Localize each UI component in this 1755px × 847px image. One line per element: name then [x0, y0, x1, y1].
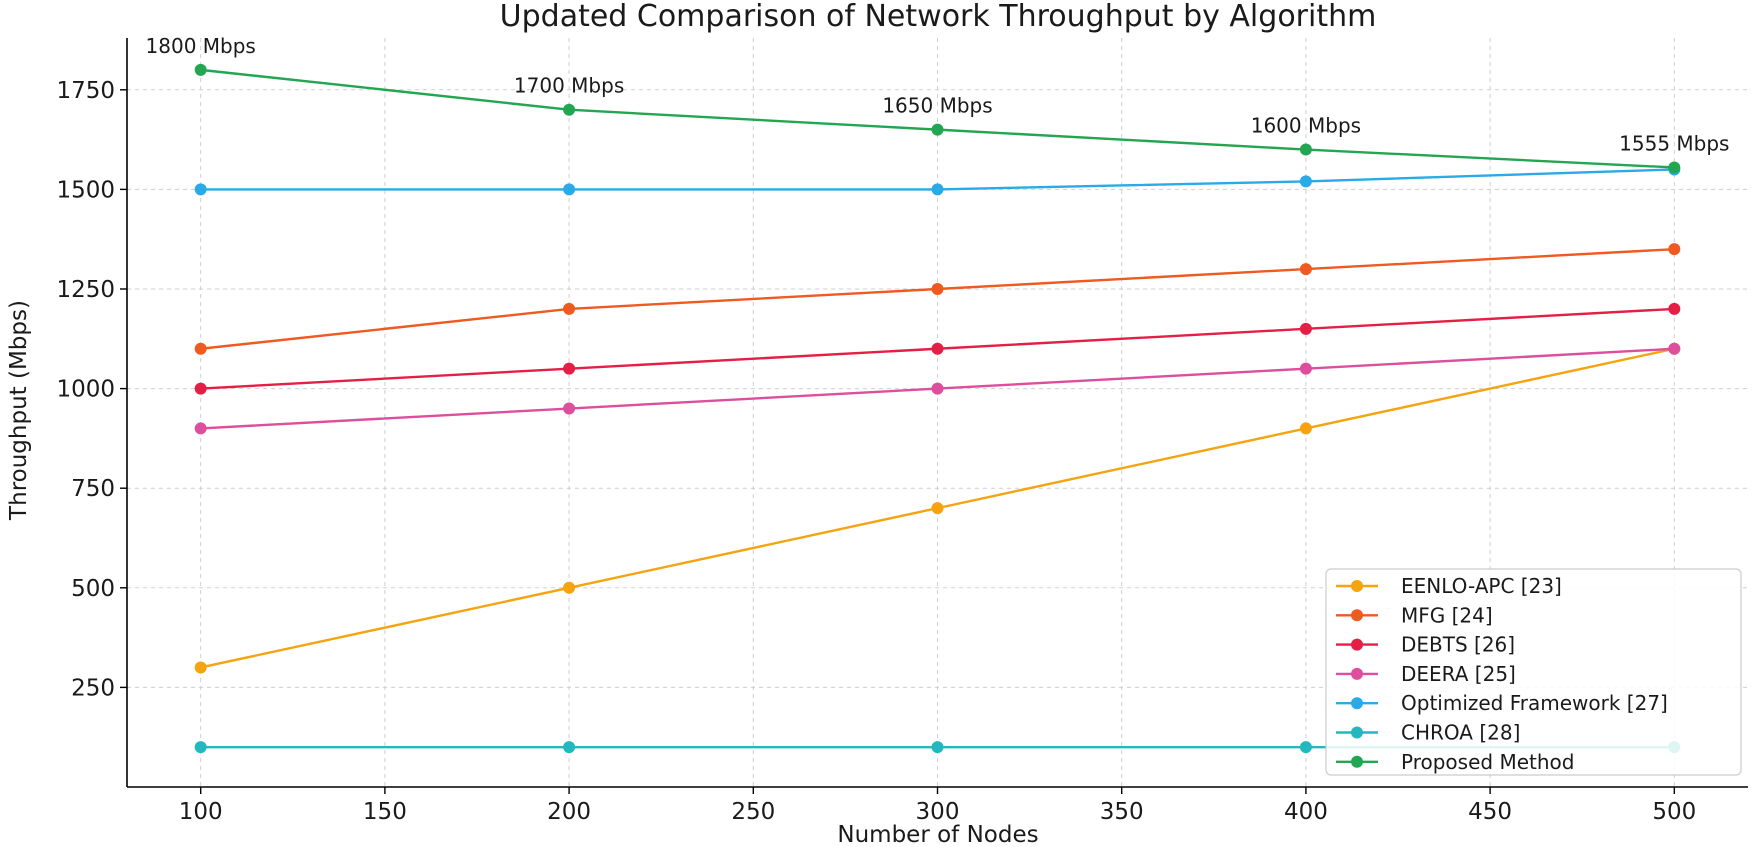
data-point: [194, 741, 207, 754]
data-label: 1650 Mbps: [882, 94, 992, 118]
data-point: [563, 183, 576, 196]
data-point: [563, 402, 576, 415]
x-axis-label: Number of Nodes: [837, 822, 1038, 847]
data-point: [194, 183, 207, 196]
data-point: [194, 661, 207, 674]
y-tick-label: 500: [71, 576, 115, 602]
legend-item: Proposed Method: [1336, 750, 1574, 774]
data-point: [563, 362, 576, 375]
legend-item: EENLO-APC [23]: [1336, 574, 1562, 598]
x-tick-label: 300: [916, 799, 960, 825]
data-point: [1299, 422, 1312, 435]
legend-swatch-marker: [1351, 609, 1363, 622]
legend-swatch-marker: [1351, 726, 1363, 739]
data-label: 1555 Mbps: [1619, 131, 1729, 155]
legend-item: DEERA [25]: [1336, 662, 1516, 686]
legend-label: Optimized Framework [27]: [1401, 691, 1668, 715]
legend-swatch-marker: [1351, 638, 1363, 651]
series-optimized-framework-27: [194, 163, 1681, 196]
data-point: [563, 741, 576, 754]
data-point: [563, 103, 576, 116]
legend-label: EENLO-APC [23]: [1401, 574, 1562, 598]
data-point: [931, 123, 944, 136]
series-proposed-method: [194, 63, 1681, 174]
axes-layer: 100 150 200 250 300 350 400 450 500 250 500 750 1000…: [56, 38, 1748, 825]
y-tick-label: 250: [71, 675, 115, 701]
legend-item: MFG [24]: [1336, 603, 1493, 627]
legend-label: CHROA [28]: [1401, 721, 1520, 745]
data-point: [931, 282, 944, 295]
legend-swatch-marker: [1351, 667, 1363, 680]
y-tick-label: 750: [71, 476, 115, 502]
data-label: 1600 Mbps: [1251, 114, 1361, 138]
legend-box: [1325, 568, 1742, 776]
data-point: [931, 741, 944, 754]
legend: EENLO-APC [23] MFG [24] DEBTS [26] DEERA [2…: [1325, 568, 1742, 776]
data-label: 1700 Mbps: [514, 74, 624, 98]
data-point: [1299, 362, 1312, 375]
data-point: [1668, 161, 1681, 174]
y-tick-label: 1500: [56, 177, 115, 203]
x-tick-label: 450: [1468, 799, 1512, 825]
x-tick-label: 400: [1284, 799, 1328, 825]
data-point: [563, 581, 576, 594]
data-point: [1299, 143, 1312, 156]
data-point: [931, 502, 944, 515]
legend-label: DEBTS [26]: [1401, 633, 1515, 657]
x-tick-label: 500: [1652, 799, 1696, 825]
data-point: [194, 422, 207, 435]
data-label: 1800 Mbps: [146, 34, 256, 58]
legend-label: Proposed Method: [1401, 750, 1574, 774]
data-point: [563, 302, 576, 315]
y-tick-label: 1250: [56, 277, 115, 303]
series-debts-26: [194, 302, 1681, 395]
data-point: [931, 342, 944, 355]
y-tick-label: 1000: [56, 377, 115, 403]
data-point: [1299, 263, 1312, 276]
x-tick-label: 350: [1100, 799, 1144, 825]
data-point: [1668, 342, 1681, 355]
chart-title: Updated Comparison of Network Throughput…: [500, 0, 1377, 34]
data-point: [194, 382, 207, 395]
data-point: [194, 342, 207, 355]
data-point: [931, 382, 944, 395]
data-point: [1668, 243, 1681, 256]
legend-item: DEBTS [26]: [1336, 633, 1515, 657]
annotation-layer: 1800 Mbps 1700 Mbps 1650 Mbps 1600 Mbps 1555…: [146, 34, 1730, 156]
series-mfg-24: [194, 243, 1681, 355]
data-point: [1299, 175, 1312, 188]
data-point: [194, 63, 207, 76]
x-tick-label: 200: [547, 799, 591, 825]
x-tick-label: 150: [363, 799, 407, 825]
x-tick-label: 100: [179, 799, 223, 825]
data-point: [1299, 322, 1312, 335]
series-layer: [194, 63, 1681, 754]
legend-label: DEERA [25]: [1401, 662, 1516, 686]
legend-item: Optimized Framework [27]: [1336, 691, 1668, 715]
x-tick-label: 250: [731, 799, 775, 825]
y-axis-label: Throughput (Mbps): [6, 300, 32, 521]
legend-label: MFG [24]: [1401, 603, 1493, 627]
data-point: [1668, 302, 1681, 315]
series-deera-25: [194, 342, 1681, 435]
data-point: [1299, 741, 1312, 754]
data-point: [931, 183, 944, 196]
legend-item: CHROA [28]: [1336, 721, 1520, 745]
y-tick-label: 1750: [56, 78, 115, 104]
legend-swatch-marker: [1351, 580, 1363, 592]
legend-swatch-marker: [1351, 755, 1363, 768]
legend-swatch-marker: [1351, 697, 1363, 710]
